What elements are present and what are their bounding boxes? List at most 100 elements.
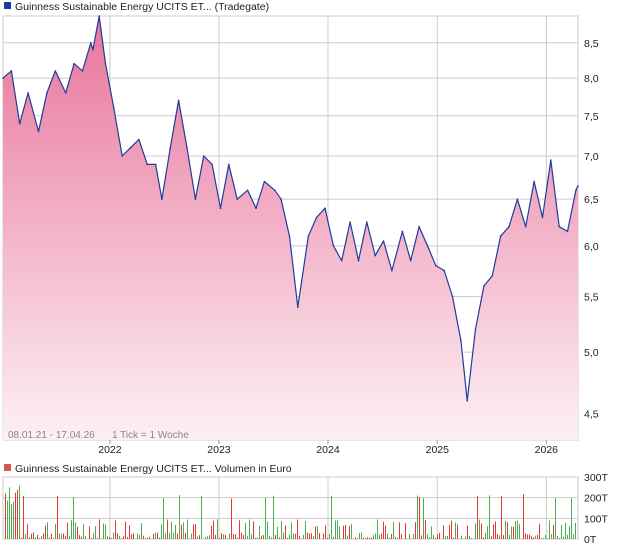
volume-bar — [453, 537, 454, 539]
volume-bar — [349, 526, 350, 539]
volume-bar — [115, 520, 116, 539]
volume-bar — [345, 525, 346, 539]
volume-bar — [511, 527, 512, 539]
price-x-tick-label: 2022 — [98, 444, 122, 456]
price-point — [418, 226, 420, 228]
price-point — [577, 185, 579, 187]
volume-bar — [433, 535, 434, 539]
volume-bar — [31, 534, 32, 539]
volume-bar — [271, 537, 272, 539]
price-point — [542, 217, 544, 219]
volume-bar — [541, 538, 542, 539]
volume-bar — [491, 536, 492, 539]
price-point — [155, 164, 157, 166]
volume-bar — [359, 533, 360, 539]
volume-bar — [137, 534, 138, 539]
volume-bar — [185, 533, 186, 539]
volume-bar — [425, 520, 426, 539]
volume-bar — [63, 534, 64, 539]
volume-bar — [305, 521, 306, 539]
volume-bar — [575, 523, 576, 539]
volume-bar — [171, 522, 172, 539]
price-point — [220, 207, 222, 209]
price-y-tick-label: 6,0 — [584, 241, 599, 253]
price-point — [130, 147, 132, 149]
volume-bar — [363, 538, 364, 539]
price-point — [427, 245, 429, 247]
volume-bar — [553, 525, 554, 539]
volume-bar — [257, 537, 258, 539]
volume-bar — [521, 539, 522, 540]
volume-bar — [501, 496, 502, 539]
volume-bar — [381, 533, 382, 539]
volume-bar — [175, 525, 176, 539]
volume-bar — [157, 533, 158, 539]
price-point — [374, 255, 376, 257]
price-point — [308, 235, 310, 237]
price-point — [98, 15, 100, 17]
price-point — [297, 306, 299, 308]
volume-bar — [35, 537, 36, 539]
volume-bar — [443, 525, 444, 539]
volume-bar — [461, 536, 462, 540]
volume-bar — [335, 521, 336, 540]
volume-bar — [207, 536, 208, 539]
volume-bar — [275, 535, 276, 539]
volume-bar — [71, 520, 72, 539]
volume-bar — [61, 534, 62, 539]
volume-bar — [429, 537, 430, 539]
volume-bar — [69, 536, 70, 539]
volume-y-tick-label: 0T — [584, 534, 597, 546]
price-point — [280, 198, 282, 200]
volume-bar — [183, 523, 184, 540]
volume-bar — [193, 525, 194, 540]
volume-bar — [467, 526, 468, 539]
price-point — [483, 285, 485, 287]
volume-bar — [273, 496, 274, 539]
price-point — [517, 198, 519, 200]
legend-swatch-price — [4, 2, 11, 9]
price-point — [575, 190, 577, 192]
price-point — [65, 92, 67, 94]
volume-bar — [315, 527, 316, 540]
volume-bar — [499, 535, 500, 539]
price-point — [324, 207, 326, 209]
price-area-group — [2, 15, 579, 440]
price-point — [274, 190, 276, 192]
price-point — [228, 164, 230, 166]
volume-bar — [555, 498, 556, 539]
volume-bar — [267, 522, 268, 539]
price-point — [264, 181, 266, 183]
price-point — [316, 217, 318, 219]
volume-bar — [447, 536, 448, 539]
volume-bar — [167, 520, 168, 540]
volume-bar — [153, 534, 154, 539]
price-point — [383, 240, 385, 242]
volume-bar — [11, 504, 12, 539]
volume-bar — [189, 538, 190, 539]
price-point — [402, 231, 404, 233]
price-point — [255, 207, 257, 209]
price-point — [82, 70, 84, 72]
volume-bar — [41, 536, 42, 539]
volume-bar — [333, 537, 334, 539]
volume-bar — [327, 538, 328, 539]
volume-bar — [9, 487, 10, 539]
price-point — [333, 245, 335, 247]
volume-bar — [503, 535, 504, 539]
price-point — [147, 164, 149, 166]
volume-bar — [531, 536, 532, 539]
volume-bar — [303, 535, 304, 539]
volume-bar — [437, 534, 438, 539]
volume-bar — [475, 524, 476, 540]
volume-bar — [219, 538, 220, 539]
price-point — [452, 296, 454, 298]
volume-bar — [395, 537, 396, 539]
volume-bar — [133, 533, 134, 539]
volume-bar — [163, 498, 164, 539]
volume-bar — [19, 486, 20, 540]
price-point — [211, 164, 213, 166]
price-point — [460, 340, 462, 342]
price-point — [203, 155, 205, 157]
volume-bar — [213, 521, 214, 539]
